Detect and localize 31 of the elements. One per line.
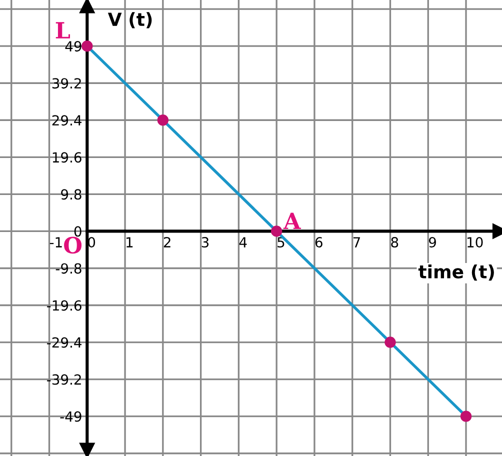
y-tick-label: -39.2 <box>47 374 81 385</box>
x-tick-label: 1 <box>126 237 133 248</box>
point <box>460 410 472 422</box>
point <box>157 114 169 126</box>
x-tick-label: 8 <box>391 237 398 248</box>
point <box>270 226 282 237</box>
y-tick-label: 39.2 <box>52 78 81 89</box>
x-tick-label: 7 <box>353 237 360 248</box>
point <box>82 40 93 52</box>
y-tick-label: -19.6 <box>47 300 82 311</box>
x-tick-label: 10 <box>468 237 483 248</box>
y-tick-label: 19.6 <box>52 152 82 163</box>
y-tick-label: 29.4 <box>52 115 82 126</box>
y-tick-label: 0 <box>74 226 82 237</box>
x-tick-label: 9 <box>428 237 436 248</box>
point <box>384 336 396 348</box>
y-axis-title: V (t) <box>108 12 152 28</box>
y-tick-label: -49 <box>60 411 82 422</box>
y-tick-label: 9.8 <box>61 189 82 200</box>
y-tick-label: -29.4 <box>47 337 82 348</box>
annotation: A <box>283 212 302 230</box>
y-tick-label: -9.8 <box>56 263 82 274</box>
x-tick-label: -1 <box>50 237 62 248</box>
x-tick-label: 4 <box>239 237 247 248</box>
x-tick-label: 3 <box>202 237 209 248</box>
x-axis-title: time (t) <box>418 264 494 281</box>
x-tick-label: 6 <box>315 237 322 248</box>
x-tick-label: 2 <box>164 237 170 248</box>
annotation: O <box>64 236 82 254</box>
annotation: L <box>56 22 70 38</box>
y-tick-label: 49 <box>65 41 82 52</box>
